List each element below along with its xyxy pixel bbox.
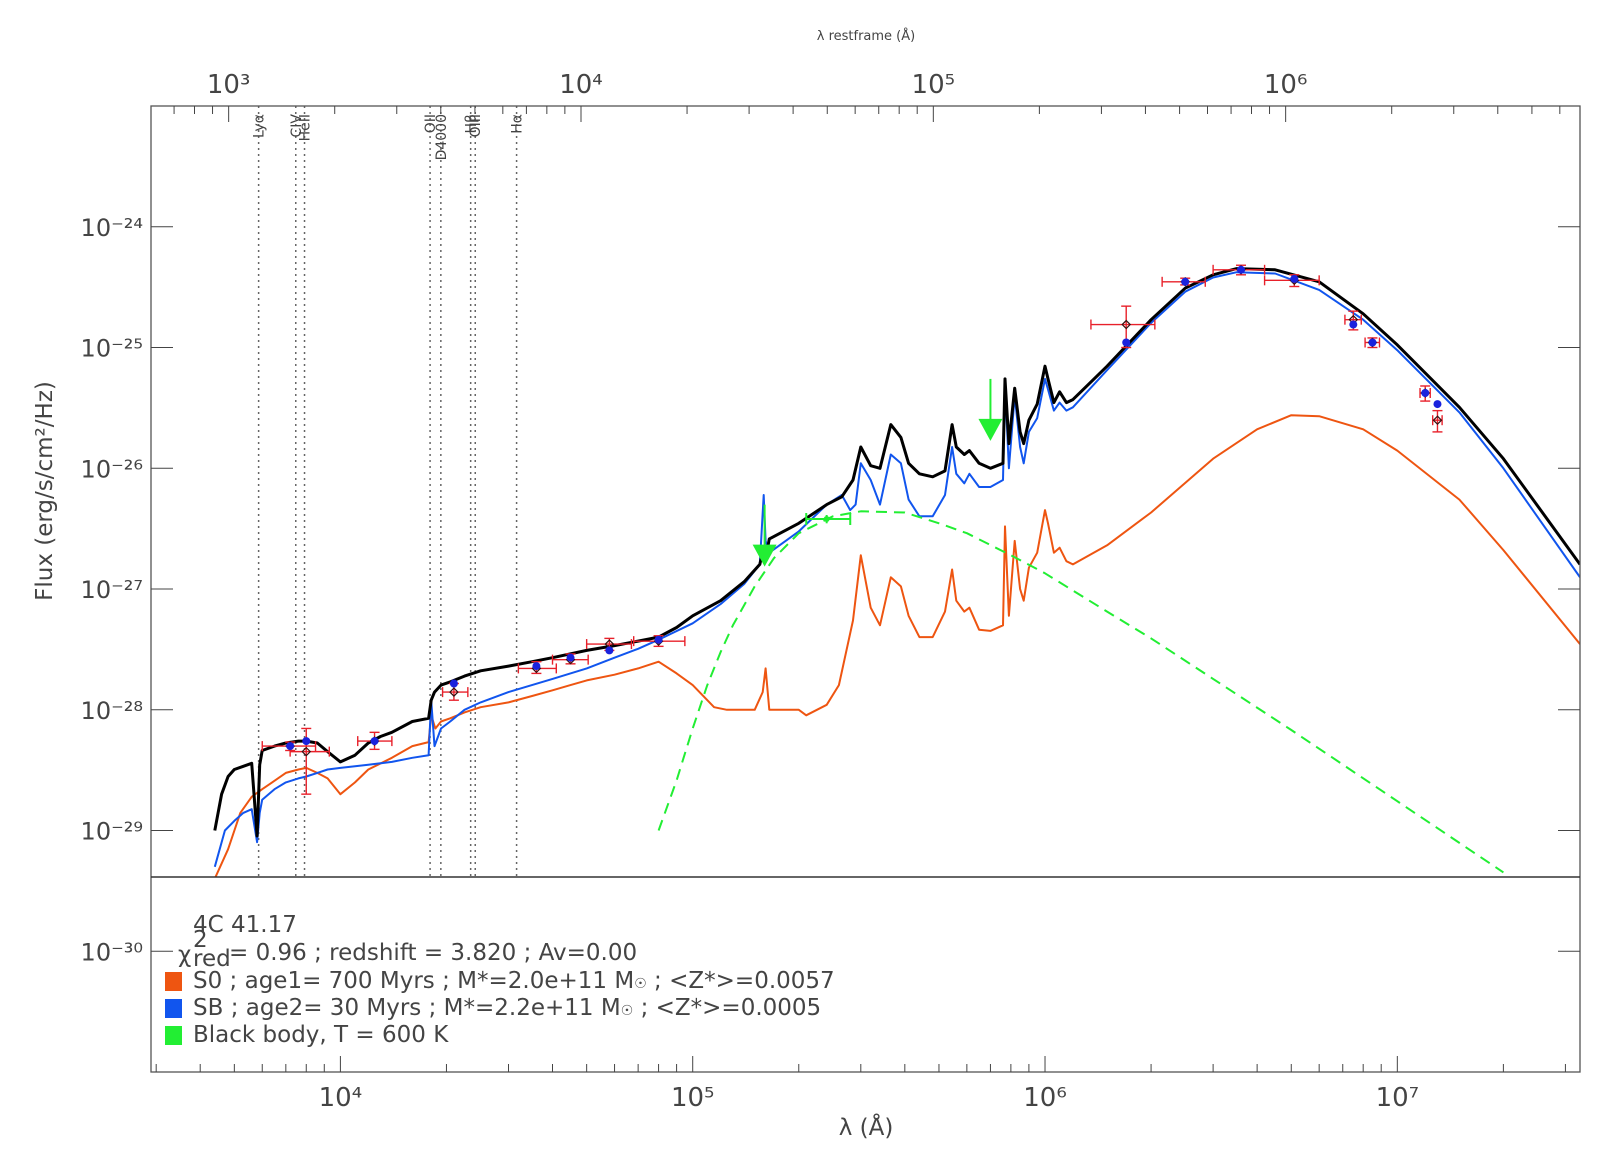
green-point [805, 512, 852, 525]
model-point [532, 662, 541, 671]
observed-marker [449, 687, 459, 697]
y-tick-label: 10⁻²⁵ [81, 335, 143, 363]
upper-limit-head [752, 544, 777, 567]
upper-limit-arrow [978, 378, 1003, 441]
top-tick-label: 10³ [207, 70, 251, 100]
y-tick-label: 10⁻²⁸ [81, 697, 143, 725]
series-s0 [214, 414, 1580, 877]
series-sb [213, 271, 1580, 868]
spectral-line-label: CIV [289, 114, 305, 138]
top-tick-label: 10⁶ [1264, 70, 1308, 100]
model-point [1181, 277, 1190, 286]
chi2-symbol: χ [178, 942, 191, 968]
model-point [302, 737, 311, 746]
model-point [286, 742, 295, 751]
y-tick-label: 10⁻³⁰ [81, 938, 143, 966]
series-black-body-t-600-k [657, 510, 1504, 874]
model-point [449, 679, 458, 688]
series-total [213, 267, 1580, 838]
observed-marker [301, 746, 312, 757]
spectral-line-label: OIII [468, 114, 484, 137]
model-point [654, 635, 663, 644]
model-point [1349, 320, 1358, 329]
source-name: 4C 41.17 [193, 912, 297, 938]
y-tick-label: 10⁻²⁴ [81, 214, 143, 242]
model-point [370, 737, 379, 746]
observed-marker [1121, 319, 1132, 330]
observed-point [1344, 310, 1362, 331]
model-point [1122, 338, 1131, 347]
model-point [566, 653, 575, 662]
y-tick-label: 10⁻²⁷ [81, 576, 143, 604]
x-tick-label: 10⁴ [319, 1083, 363, 1113]
model-point [1237, 265, 1246, 274]
model-point [1433, 400, 1442, 409]
model-point [1421, 388, 1430, 397]
chi2-sup: 2 [193, 927, 208, 953]
fit-info: 4C 41.17 χ 2 red = 0.96 ; redshift = 3.8… [165, 912, 835, 1048]
s0-line: S0 ; age1= 700 Myrs ; M*=2.0e+11 M☉ ; <Z… [193, 968, 835, 994]
observed-point [1431, 409, 1443, 433]
spectral-line-label: Lyα [252, 114, 268, 138]
y-tick-label: 10⁻²⁶ [81, 455, 143, 483]
sb-line: SB ; age2= 30 Myrs ; M*=2.2e+11 M☉ ; <Z*… [193, 995, 821, 1021]
top-tick-label: 10⁴ [559, 70, 603, 100]
x-tick-label: 10⁵ [671, 1083, 715, 1113]
x-axis-label: λ (Å) [839, 1113, 894, 1141]
top-tick-label: 10⁵ [912, 70, 956, 100]
top-axis-label: λ restframe (Å) [817, 28, 915, 44]
observed-marker [1432, 415, 1443, 426]
chi2-sub: red [193, 946, 231, 972]
model-point [1290, 274, 1299, 283]
x-tick-label: 10⁷ [1376, 1083, 1420, 1113]
fit-stats: = 0.96 ; redshift = 3.820 ; Av=0.00 [229, 940, 637, 966]
sb-swatch [165, 999, 182, 1018]
y-tick-label: 10⁻²⁹ [81, 818, 143, 846]
s0-swatch [165, 972, 182, 991]
bb-line: Black body, T = 600 K [193, 1022, 449, 1048]
upper-limit-arrow [752, 504, 777, 567]
spectral-line-label: HeII [298, 114, 314, 141]
spectral-line-label: Hα [510, 114, 526, 134]
spectral-line-label: D4000 [434, 114, 450, 160]
green-marker [823, 515, 830, 522]
model-point [1368, 338, 1377, 347]
spectral-line-label: OII [423, 114, 439, 133]
model-point [605, 646, 614, 655]
bb-swatch [165, 1026, 182, 1045]
upper-limit-head [978, 418, 1003, 441]
y-axis-label: Flux (erg/s/cm²/Hz) [32, 381, 58, 601]
x-tick-label: 10⁶ [1023, 1083, 1067, 1113]
